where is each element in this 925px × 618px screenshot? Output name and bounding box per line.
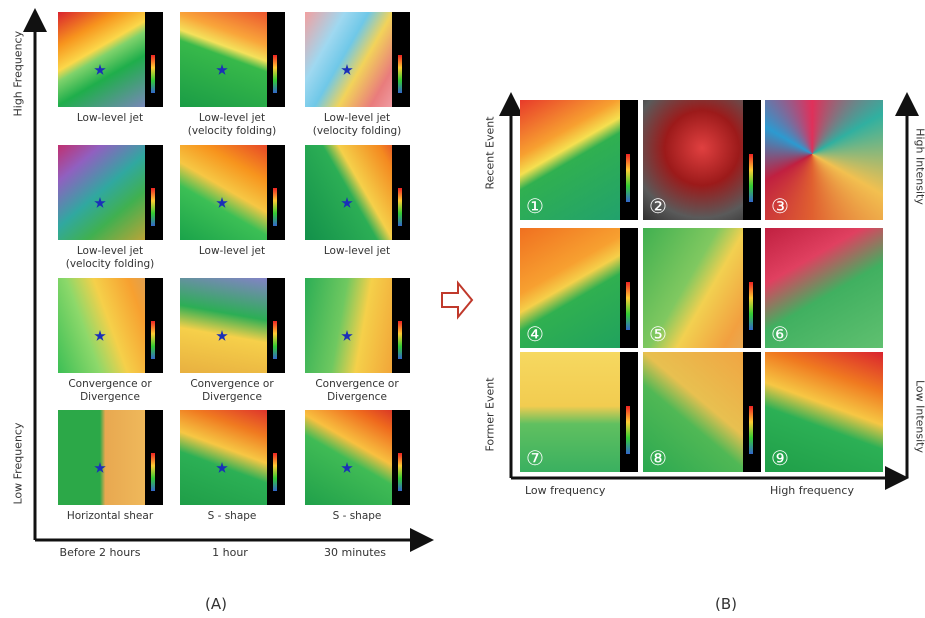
color-bar <box>620 352 638 472</box>
location-star <box>341 64 353 76</box>
b-right-top: High Intensity <box>914 127 925 207</box>
location-star <box>94 64 106 76</box>
location-star <box>94 462 106 474</box>
radar-image <box>180 410 285 505</box>
color-bar <box>620 100 638 220</box>
tile-number: ⑨ <box>771 446 789 470</box>
tile-number: ③ <box>771 194 789 218</box>
tile-number: ⑤ <box>649 322 667 346</box>
color-bar <box>392 12 410 107</box>
figure: High Frequency Low Frequency Before 2 ho… <box>0 0 925 618</box>
tile-caption: S - shape <box>177 510 287 523</box>
tile-number: ⑧ <box>649 446 667 470</box>
location-star <box>94 330 106 342</box>
tile-caption: Convergence or Divergence <box>302 378 412 404</box>
color-bar <box>743 352 761 472</box>
tile-caption: Convergence or Divergence <box>55 378 165 404</box>
radar-image <box>305 410 410 505</box>
radar-image: ⑥ <box>765 228 883 348</box>
radar-image <box>180 145 285 240</box>
radar-image <box>58 145 163 240</box>
tile-caption: Horizontal shear <box>55 510 165 523</box>
tile-caption: S - shape <box>302 510 412 523</box>
location-star <box>341 462 353 474</box>
tile-caption: Low-level jet <box>177 245 287 258</box>
b-left-top: Recent Event <box>484 120 497 190</box>
location-star <box>94 197 106 209</box>
radar-image: ⑤ <box>643 228 761 348</box>
color-bar <box>145 145 163 240</box>
radar-image <box>58 410 163 505</box>
location-star <box>216 462 228 474</box>
color-bar <box>392 410 410 505</box>
a-y-bottom: Low Frequency <box>12 425 25 505</box>
color-bar <box>145 410 163 505</box>
color-bar <box>620 228 638 348</box>
radar-image <box>180 12 285 107</box>
a-y-top: High Frequency <box>12 37 25 117</box>
tile-caption: Low-level jet (velocity folding) <box>302 112 412 138</box>
a-x-label: 30 minutes <box>310 546 400 559</box>
color-bar <box>392 145 410 240</box>
radar-image: ③ <box>765 100 883 220</box>
radar-image <box>58 12 163 107</box>
location-star <box>341 330 353 342</box>
tile-caption: Low-level jet (velocity folding) <box>55 245 165 271</box>
radar-image: ② <box>643 100 761 220</box>
tile-number: ② <box>649 194 667 218</box>
tile-caption: Convergence or Divergence <box>177 378 287 404</box>
radar-image <box>180 278 285 373</box>
color-bar <box>267 410 285 505</box>
radar-image: ⑧ <box>643 352 761 472</box>
location-star <box>341 197 353 209</box>
b-right-bottom: Low Intensity <box>914 377 925 457</box>
a-x-label: 1 hour <box>185 546 275 559</box>
b-x-left: Low frequency <box>525 484 605 497</box>
color-bar <box>145 12 163 107</box>
b-x-right: High frequency <box>770 484 854 497</box>
radar-image <box>305 145 410 240</box>
tile-number: ⑥ <box>771 322 789 346</box>
color-bar <box>267 12 285 107</box>
location-star <box>216 330 228 342</box>
panel-label: (A) <box>205 595 227 613</box>
radar-image: ⑦ <box>520 352 638 472</box>
a-x-label: Before 2 hours <box>55 546 145 559</box>
color-bar <box>392 278 410 373</box>
tile-number: ④ <box>526 322 544 346</box>
radar-image: ④ <box>520 228 638 348</box>
color-bar <box>743 228 761 348</box>
color-bar <box>267 278 285 373</box>
color-bar <box>145 278 163 373</box>
tile-caption: Low-level jet <box>302 245 412 258</box>
transition-arrow <box>442 283 472 317</box>
tile-caption: Low-level jet (velocity folding) <box>177 112 287 138</box>
radar-image <box>305 278 410 373</box>
tile-number: ⑦ <box>526 446 544 470</box>
radar-image: ① <box>520 100 638 220</box>
color-bar <box>743 100 761 220</box>
color-bar <box>267 145 285 240</box>
tile-caption: Low-level jet <box>55 112 165 125</box>
b-left-bottom: Former Event <box>484 382 497 452</box>
panel-label: (B) <box>715 595 737 613</box>
radar-image: ⑨ <box>765 352 883 472</box>
location-star <box>216 64 228 76</box>
tile-number: ① <box>526 194 544 218</box>
radar-image <box>58 278 163 373</box>
location-star <box>216 197 228 209</box>
radar-image <box>305 12 410 107</box>
